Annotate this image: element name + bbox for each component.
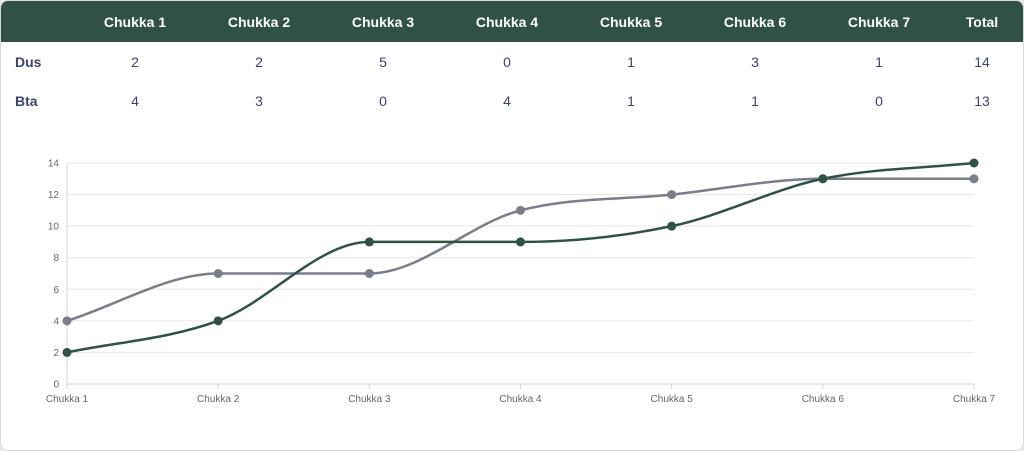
data-point (516, 237, 525, 247)
score-cell: 4 (503, 92, 511, 109)
header-chukka-1: Chukka 1 (103, 13, 167, 30)
header-chukka-3: Chukka 3 (351, 13, 415, 30)
y-tick-label: 8 (53, 253, 59, 264)
x-tick-label: Chukka 3 (348, 394, 391, 405)
series-line (66, 177, 974, 323)
score-cell: 1 (627, 92, 635, 109)
y-tick-label: 0 (53, 380, 59, 391)
score-cell: 2 (131, 53, 139, 70)
y-tick-label: 6 (53, 285, 59, 296)
x-tick-label: Chukka 6 (802, 394, 845, 405)
total-cell: 13 (974, 92, 990, 109)
chart-series (62, 158, 979, 357)
score-cell: 5 (379, 53, 387, 70)
x-tick-label: Chukka 2 (197, 394, 240, 405)
y-tick-label: 14 (48, 159, 60, 170)
x-tick-label: Chukka 1 (46, 394, 89, 405)
header-chukka-4: Chukka 4 (475, 13, 539, 30)
data-point (667, 221, 677, 231)
header-chukka-5: Chukka 5 (599, 13, 663, 30)
score-cell: 0 (379, 92, 387, 109)
x-tick-label: Chukka 7 (953, 394, 996, 405)
score-cell: 1 (751, 92, 759, 109)
y-tick-label: 10 (48, 222, 60, 233)
x-tick-label: Chukka 4 (499, 394, 542, 405)
table-row: Dus 2 2 5 0 1 3 1 14 (1, 42, 1023, 81)
score-cell: 3 (751, 53, 759, 70)
score-table: Chukka 1 Chukka 2 Chukka 3 Chukka 4 Chuk… (1, 1, 1023, 120)
score-cell: 1 (627, 53, 635, 70)
y-tick-label: 2 (53, 348, 59, 359)
header-team (1, 1, 73, 42)
x-axis: Chukka 1 Chukka 2 Chukka 3 Chukka 4 Chukka 5… (46, 383, 996, 405)
score-cell: 3 (255, 92, 263, 109)
header-chukka-6: Chukka 6 (723, 13, 787, 30)
score-cell: 1 (875, 53, 883, 70)
data-point (364, 269, 374, 278)
cumulative-score-chart: 0 2 4 6 8 10 12 14 Chukka 1 Chukka 2 Chukka 3 Chuk… (1, 146, 1023, 416)
score-cell: 0 (503, 53, 511, 70)
y-axis: 0 2 4 6 8 10 12 14 (48, 159, 68, 391)
score-cell: 2 (255, 53, 263, 70)
data-point (62, 347, 72, 357)
team-name: Bta (15, 92, 38, 109)
data-point (969, 174, 979, 184)
header-total: Total (965, 13, 999, 30)
data-point (364, 237, 374, 247)
y-tick-label: 4 (53, 316, 59, 327)
team-name: Dus (15, 53, 42, 70)
table-row: Bta 4 3 0 4 1 1 0 13 (1, 81, 1023, 120)
score-cell: 4 (131, 92, 139, 109)
data-point (667, 190, 677, 200)
score-cell: 0 (875, 92, 883, 109)
data-point (516, 205, 525, 215)
y-tick-label: 12 (48, 190, 60, 201)
header-chukka-7: Chukka 7 (847, 13, 911, 30)
x-tick-label: Chukka 5 (651, 394, 694, 405)
data-point (213, 269, 223, 278)
data-point (62, 316, 72, 326)
data-point (213, 316, 223, 326)
total-cell: 14 (974, 53, 990, 70)
score-table-header: Chukka 1 Chukka 2 Chukka 3 Chukka 4 Chuk… (1, 1, 1023, 42)
data-point (818, 174, 828, 184)
data-point (969, 158, 979, 168)
header-chukka-2: Chukka 2 (227, 13, 291, 30)
